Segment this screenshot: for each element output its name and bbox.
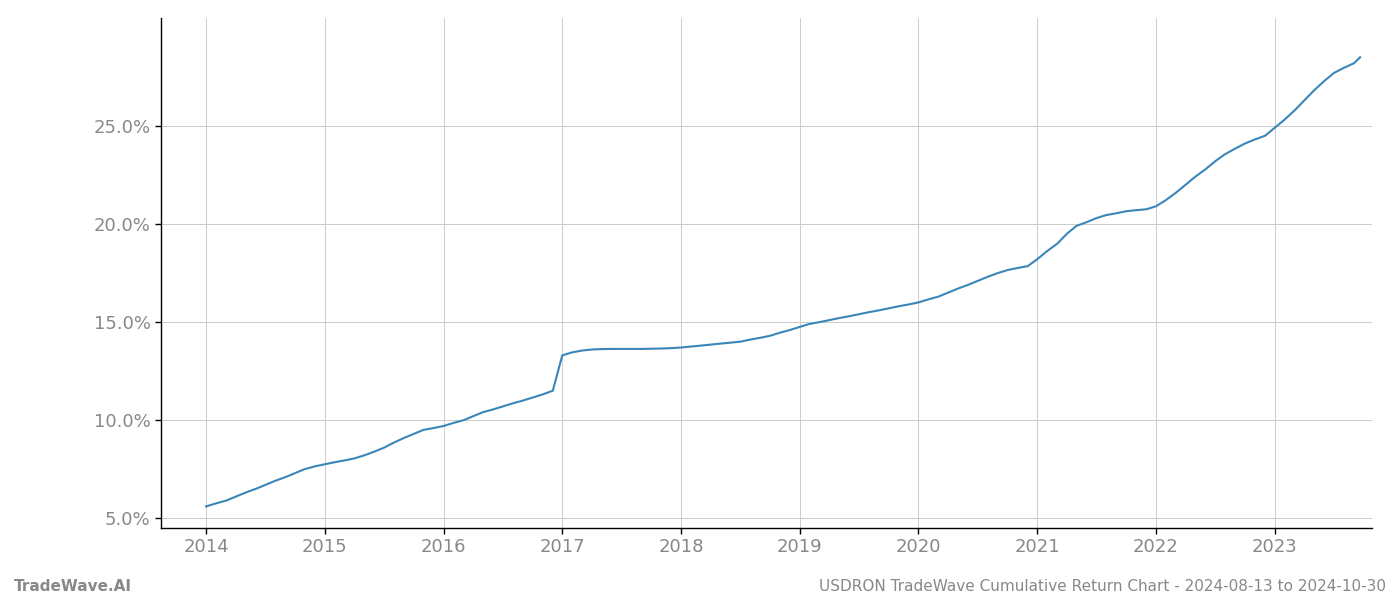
- Text: TradeWave.AI: TradeWave.AI: [14, 579, 132, 594]
- Text: USDRON TradeWave Cumulative Return Chart - 2024-08-13 to 2024-10-30: USDRON TradeWave Cumulative Return Chart…: [819, 579, 1386, 594]
